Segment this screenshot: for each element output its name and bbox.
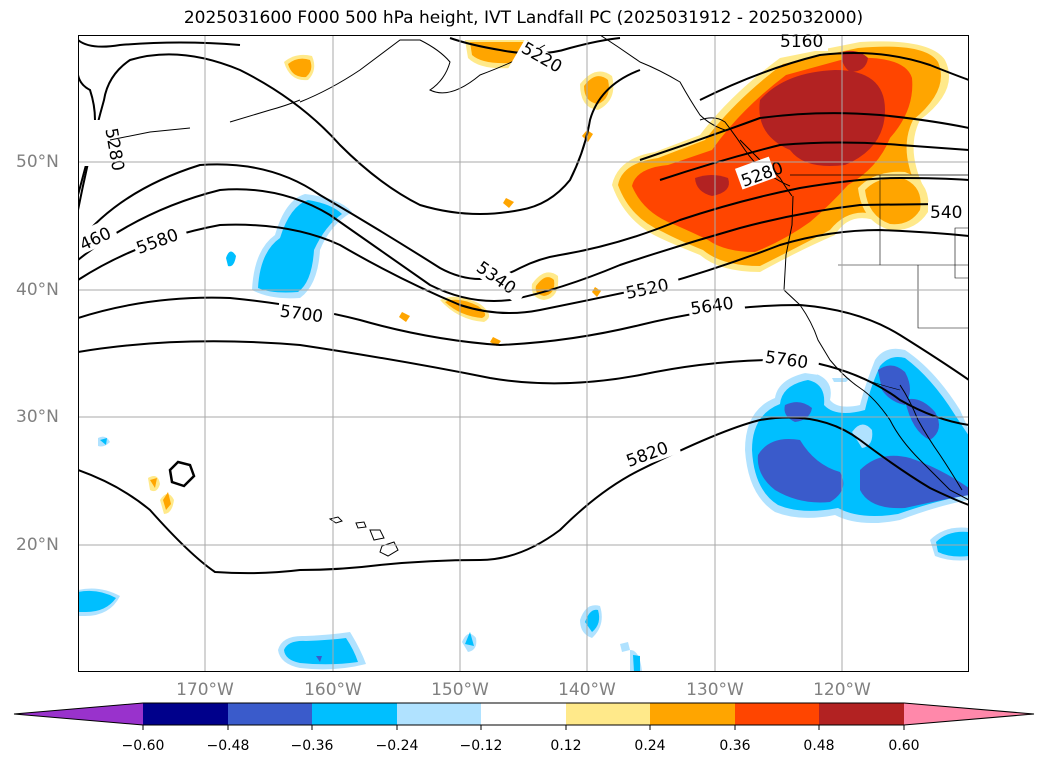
colorbar-tick-label: 0.12 (550, 738, 582, 754)
colorbar-tick-label: −0.24 (375, 738, 419, 754)
colorbar-tick-label: −0.12 (459, 738, 503, 754)
colorbar-segment (143, 703, 228, 725)
map-plot-area (78, 35, 969, 672)
map-title: 2025031600 F000 500 hPa height, IVT Land… (183, 8, 864, 28)
lon-tick-label: 170°W (176, 680, 234, 700)
colorbar-segment (481, 703, 566, 725)
colorbar-tick-label: 0.24 (634, 738, 666, 754)
lon-tick-label: 150°W (431, 680, 489, 700)
colorbar-extend-high (904, 703, 1034, 725)
coastlines (109, 35, 969, 557)
lat-tick-label: 30°N (16, 407, 59, 427)
colorbar-segment (312, 703, 397, 725)
colorbar-tick-label: 0.60 (888, 738, 920, 754)
height-contours (78, 37, 969, 575)
colorbar-segment (228, 703, 313, 725)
colorbar-extend-low (14, 703, 144, 725)
colorbar-tick-label: −0.48 (206, 738, 250, 754)
lon-tick-label: 130°W (686, 680, 744, 700)
contour-label: 540 (930, 203, 962, 223)
colorbar-tick-label: −0.36 (290, 738, 334, 754)
colorbar-segment (566, 703, 651, 725)
colorbar-segment (397, 703, 482, 725)
colorbar-segment (819, 703, 904, 725)
negative-anomaly-shading (78, 194, 969, 672)
lon-tick-label: 120°W (813, 680, 871, 700)
lon-tick-label: 160°W (304, 680, 362, 700)
lon-tick-label: 140°W (558, 680, 616, 700)
contour-label: 5280 (100, 127, 127, 173)
colorbar-segment (650, 703, 735, 725)
lat-tick-label: 40°N (16, 280, 59, 300)
contour-label: 5160 (780, 32, 823, 52)
colorbar-tick-label: 0.48 (803, 738, 835, 754)
colorbar (13, 702, 1035, 730)
map-frame (78, 35, 969, 672)
colorbar-tick-label: 0.36 (719, 738, 751, 754)
gridlines (78, 35, 969, 672)
colorbar-tick-label: −0.60 (121, 738, 165, 754)
colorbar-segment (735, 703, 820, 725)
lat-tick-label: 50°N (16, 152, 59, 172)
lat-tick-label: 20°N (16, 535, 59, 555)
